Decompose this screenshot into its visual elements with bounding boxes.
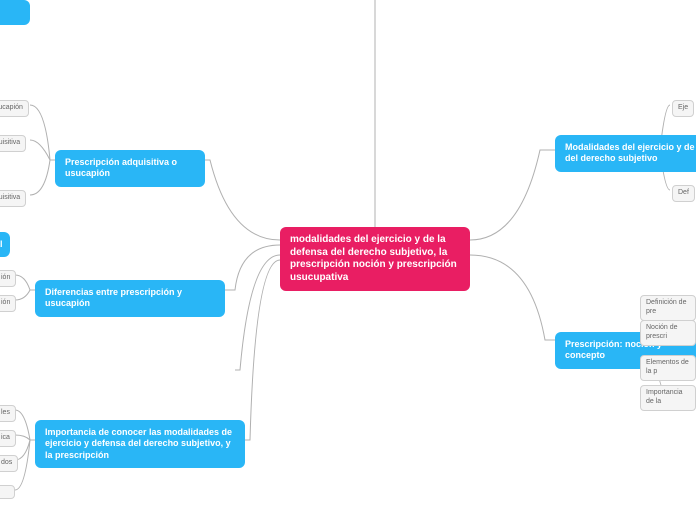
leaf-label: Elementos de la p — [646, 359, 689, 375]
branch-top-left[interactable]: cipal — [0, 0, 30, 25]
branch-label: cipal — [0, 7, 1, 17]
leaf-label: dos — [1, 459, 12, 466]
leaf-importancia-la[interactable]: Importancia de la — [640, 385, 696, 411]
leaf-label: dquisitiva — [0, 194, 20, 201]
leaf-dquisitiva-1[interactable]: dquisitiva — [0, 135, 26, 152]
leaf-label: les — [1, 409, 10, 416]
branch-label: Modalidades del ejercicio y de la defens… — [565, 142, 696, 163]
leaf-label: ión — [1, 299, 10, 306]
branch-modalidades[interactable]: Modalidades del ejercicio y de la defens… — [555, 135, 696, 172]
central-node[interactable]: modalidades del ejercicio y de la defens… — [280, 227, 470, 291]
leaf-label: Definición de pre — [646, 299, 686, 315]
leaf-elementos[interactable]: Elementos de la p — [640, 355, 696, 381]
leaf-label: Noción de prescri — [646, 324, 678, 340]
leaf-def[interactable]: Def — [672, 185, 695, 202]
branch-importancia[interactable]: Importancia de conocer las modalidades d… — [35, 420, 245, 468]
leaf-empty[interactable] — [0, 485, 15, 499]
leaf-label: ión — [1, 274, 10, 281]
leaf-usucapion[interactable]: usucapión — [0, 100, 29, 117]
leaf-nocion-presc[interactable]: Noción de prescri — [640, 320, 696, 346]
leaf-les[interactable]: les — [0, 405, 16, 422]
branch-al[interactable]: al — [0, 232, 10, 257]
central-label: modalidades del ejercicio y de la defens… — [290, 234, 457, 283]
leaf-label: usucapión — [0, 104, 23, 111]
leaf-label: dquisitiva — [0, 139, 20, 146]
leaf-ion-2[interactable]: ión — [0, 295, 16, 312]
leaf-eje[interactable]: Eje — [672, 100, 694, 117]
leaf-label: Importancia de la — [646, 389, 683, 405]
leaf-dos[interactable]: dos — [0, 455, 18, 472]
leaf-label: Def — [678, 189, 689, 196]
leaf-ion-1[interactable]: ión — [0, 270, 16, 287]
branch-label: Prescripción adquisitiva o usucapión — [65, 157, 177, 178]
leaf-label: ica — [1, 434, 10, 441]
leaf-ica[interactable]: ica — [0, 430, 16, 447]
branch-label: Importancia de conocer las modalidades d… — [45, 427, 232, 460]
branch-adquisitiva[interactable]: Prescripción adquisitiva o usucapión — [55, 150, 205, 187]
leaf-dquisitiva-2[interactable]: dquisitiva — [0, 190, 26, 207]
branch-diferencias[interactable]: Diferencias entre prescripción y usucapi… — [35, 280, 225, 317]
leaf-label: Eje — [678, 104, 688, 111]
leaf-definicion[interactable]: Definición de pre — [640, 295, 696, 321]
branch-label: al — [0, 239, 3, 249]
branch-label: Diferencias entre prescripción y usucapi… — [45, 287, 182, 308]
